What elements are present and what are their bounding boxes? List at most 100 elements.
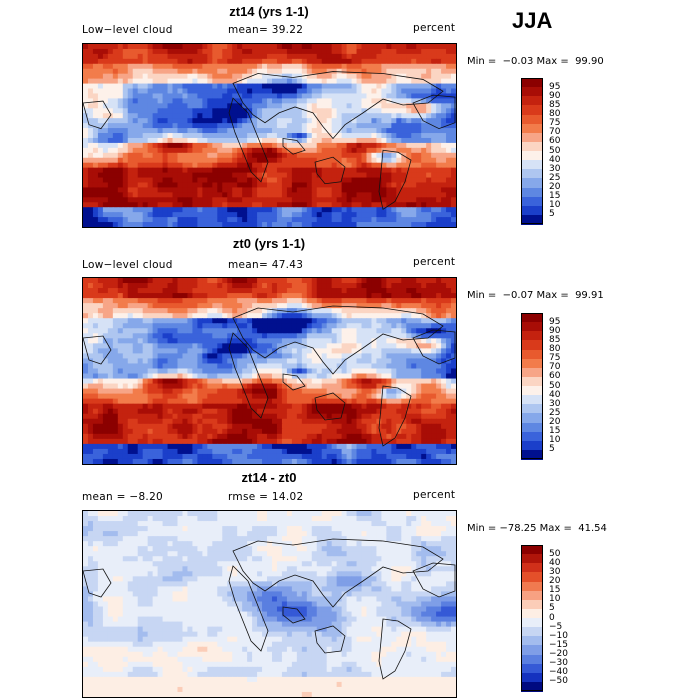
map-cell — [267, 418, 273, 425]
map-cell — [252, 137, 258, 144]
map-cell — [271, 353, 278, 360]
map-cell — [262, 318, 268, 324]
map-cell — [436, 328, 442, 334]
map-cell — [281, 78, 288, 85]
map-cell — [167, 147, 174, 154]
map-cell — [421, 278, 427, 284]
map-cell — [426, 167, 432, 174]
map-cell — [207, 217, 213, 223]
map-cell — [142, 363, 149, 370]
map-cell — [406, 298, 412, 304]
map-cell — [247, 167, 253, 174]
map-cell — [217, 303, 223, 309]
map-cell — [197, 202, 203, 208]
map-cell — [247, 157, 253, 164]
map-cell — [97, 283, 104, 289]
map-cell — [426, 283, 432, 289]
map-cell — [187, 128, 194, 134]
map-cell — [331, 418, 338, 425]
colorbar-zt14: 95 90 85 80 75 70 60 50 40 30 25 20 15 10 5 — [521, 78, 581, 225]
map-cell — [406, 157, 412, 164]
map-cell — [207, 202, 213, 208]
map-cell — [102, 323, 109, 329]
map-cell — [157, 98, 164, 104]
map-cell — [192, 373, 198, 380]
map-cell — [83, 113, 89, 119]
map-cell — [281, 172, 288, 179]
map-cell — [331, 172, 338, 179]
map-cell — [291, 363, 298, 370]
map-cell — [242, 172, 248, 179]
map-cell — [436, 88, 442, 95]
map-cell — [212, 303, 218, 309]
map-cell — [431, 353, 437, 360]
map-cell — [262, 118, 268, 124]
map-cell — [406, 108, 412, 114]
map-cell — [267, 83, 273, 90]
map-cell — [107, 318, 114, 324]
map-cell — [341, 283, 348, 289]
map-cell — [212, 323, 218, 329]
map-cell — [416, 93, 422, 100]
map-cell — [271, 137, 278, 144]
map-cell — [83, 288, 89, 294]
map-cell — [222, 202, 228, 208]
map-cell — [152, 133, 159, 139]
map-cell — [132, 418, 139, 425]
map-cell — [341, 338, 348, 344]
map-cell — [276, 308, 283, 314]
map-cell — [301, 333, 308, 339]
map-cell — [396, 78, 402, 85]
map-cell — [346, 202, 353, 208]
map-cell — [197, 187, 203, 193]
map-cell — [451, 413, 456, 420]
map-cell — [386, 83, 392, 90]
map-cell — [341, 182, 348, 189]
map-cell — [436, 333, 442, 339]
map-cell — [301, 313, 308, 319]
map-cell — [311, 83, 318, 90]
map-cell — [301, 93, 308, 100]
map-cell — [97, 348, 104, 355]
map-cell — [167, 313, 174, 319]
map-cell — [202, 118, 208, 124]
map-cell — [431, 172, 437, 179]
map-cell — [162, 78, 169, 85]
map-cell — [172, 113, 179, 119]
map-cell — [132, 403, 139, 410]
map-cell — [421, 98, 427, 104]
map-cell — [321, 278, 328, 284]
map-cell — [83, 323, 89, 329]
map-cell — [421, 68, 427, 75]
map-cell — [381, 108, 387, 114]
map-cell — [361, 403, 368, 410]
map-cell — [192, 78, 198, 85]
map-cell — [142, 83, 149, 90]
map-cell — [341, 328, 348, 334]
map-cell — [401, 78, 407, 85]
map-cell — [431, 333, 437, 339]
map-cell — [142, 53, 149, 60]
map-cell — [386, 182, 392, 189]
map-cell — [401, 68, 407, 75]
map-cell — [271, 142, 278, 149]
map-cell — [97, 53, 104, 60]
map-cell — [306, 298, 313, 304]
map-cell — [276, 103, 283, 109]
map-cell — [411, 343, 417, 349]
map-cell — [356, 207, 363, 213]
map-cell — [391, 363, 397, 370]
map-cell — [217, 222, 223, 227]
map-cell — [257, 98, 263, 104]
map-cell — [401, 413, 407, 420]
map-cell — [451, 363, 456, 370]
map-cell — [441, 187, 447, 193]
map-cell — [351, 373, 358, 380]
colorbar-swatch — [521, 151, 543, 161]
map-cell — [137, 162, 144, 169]
map-cell — [271, 413, 278, 420]
map-cell — [306, 137, 313, 144]
map-cell — [451, 137, 456, 144]
map-cell — [326, 172, 333, 179]
map-cell — [406, 222, 412, 227]
